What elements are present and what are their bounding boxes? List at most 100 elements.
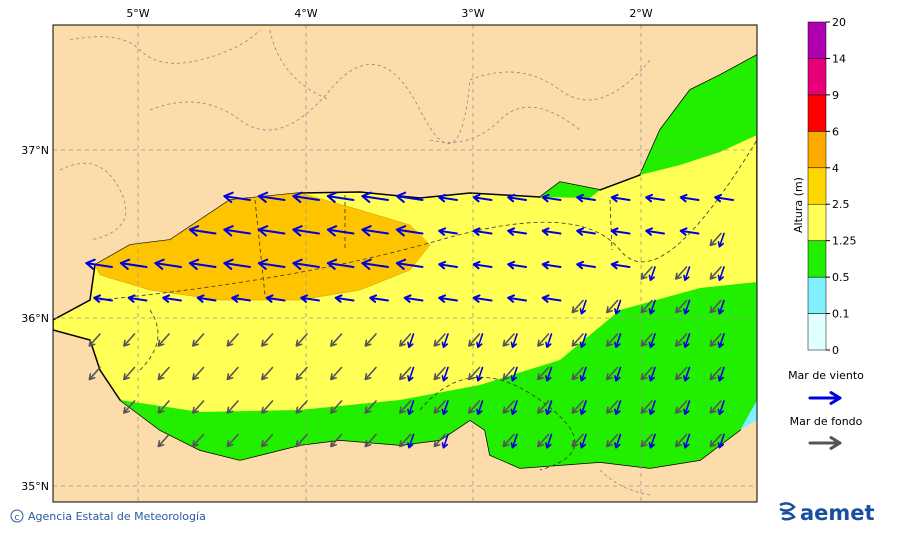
arrow — [606, 333, 619, 347]
arrow — [717, 366, 725, 382]
arrow — [709, 433, 722, 448]
arrow — [154, 258, 182, 270]
colorbar: 0 0.1 0.5 1.25 2.5 4 6 9 14 20 — [807, 16, 857, 357]
arrow — [361, 191, 389, 203]
arrow — [545, 433, 553, 449]
colorbar-label: 2.5 — [832, 198, 850, 211]
arrow — [545, 333, 553, 349]
arrow — [292, 258, 320, 270]
arrow — [640, 333, 653, 347]
arrow — [640, 433, 653, 448]
arrow — [606, 299, 619, 314]
logo: aemet — [779, 501, 875, 525]
arrow — [571, 333, 584, 347]
colorbar-label: 0.1 — [832, 308, 850, 321]
arrow — [679, 193, 700, 203]
arrow — [472, 260, 493, 270]
arrow — [476, 400, 484, 416]
arrow — [579, 333, 587, 349]
arrow — [648, 266, 656, 282]
arrow — [683, 299, 691, 315]
arrow — [468, 366, 481, 381]
arrow — [537, 400, 550, 414]
lon-label: 2°W — [629, 7, 652, 20]
arrow — [93, 294, 113, 303]
legend-label: Mar de viento — [788, 369, 864, 382]
arrow — [364, 333, 377, 347]
lon-label: 5°W — [126, 7, 149, 20]
credit: c Agencia Estatal de Meteorología — [10, 509, 206, 523]
arrow — [502, 366, 515, 381]
arrow — [433, 333, 446, 347]
colorbar-band — [807, 167, 827, 205]
arrow — [468, 400, 481, 414]
arrow — [330, 333, 343, 347]
arrow — [571, 299, 584, 314]
arrow — [395, 258, 424, 270]
arrow — [614, 433, 622, 449]
arrow — [441, 366, 449, 382]
arrow — [257, 191, 286, 203]
arrow — [717, 433, 725, 449]
colorbar-band — [807, 276, 827, 314]
arrow — [231, 294, 251, 303]
arrow — [502, 400, 515, 414]
arrow — [441, 433, 449, 449]
arrow — [717, 266, 725, 282]
colorbar-label: 0.5 — [832, 271, 850, 284]
arrow — [614, 366, 622, 382]
copyright-icon — [10, 509, 24, 523]
high-wave-zone — [94, 192, 431, 301]
colorbar-label: 1.25 — [832, 235, 857, 248]
arrow — [162, 294, 182, 303]
arrow — [326, 258, 355, 270]
arrow — [407, 333, 415, 349]
arrow — [399, 400, 412, 414]
arrow — [326, 191, 355, 203]
legend-label: Mar de fondo — [790, 415, 863, 428]
arrow — [709, 232, 722, 247]
arrow — [441, 333, 449, 349]
arrow — [545, 366, 553, 382]
arrow — [510, 400, 518, 416]
colorbar-band — [807, 131, 827, 169]
arrow — [88, 333, 101, 347]
arrow — [714, 193, 734, 203]
arrow — [648, 433, 656, 449]
arrow — [675, 400, 688, 414]
arrow — [192, 366, 205, 381]
arrow — [648, 333, 656, 349]
arrow — [579, 299, 587, 315]
arrow — [261, 333, 274, 347]
arrow — [295, 400, 308, 414]
colorbar-band — [807, 240, 827, 278]
arrow — [157, 400, 170, 414]
arrow — [369, 294, 389, 303]
arrow — [610, 227, 631, 236]
arrow — [326, 225, 355, 237]
arrow — [648, 366, 656, 382]
lon-label: 3°W — [461, 7, 484, 20]
colorbar-label: 20 — [832, 16, 846, 29]
arrow — [510, 433, 518, 449]
lat-label: 35°N — [21, 480, 49, 493]
arrow — [537, 366, 550, 381]
arrow — [606, 433, 619, 448]
arrow — [579, 433, 587, 449]
colorbar-label: 14 — [832, 52, 846, 65]
arrow — [537, 333, 550, 347]
arrow — [438, 260, 458, 270]
arrow — [640, 366, 653, 381]
lat-label: 36°N — [21, 312, 49, 325]
arrow — [292, 225, 320, 237]
arrow — [438, 193, 458, 203]
arrow — [85, 258, 113, 270]
arrow — [614, 299, 622, 315]
arrow — [399, 333, 412, 347]
arrow — [157, 333, 170, 347]
arrow — [438, 294, 458, 303]
arrow — [192, 433, 205, 448]
arrow — [576, 227, 596, 236]
graticule — [53, 25, 757, 502]
arrow — [675, 333, 688, 347]
